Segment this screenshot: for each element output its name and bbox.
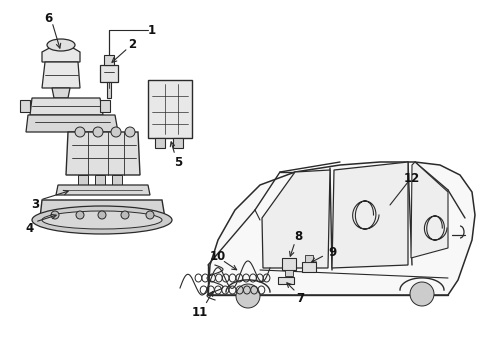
Circle shape [75,127,85,137]
Polygon shape [100,100,110,112]
Polygon shape [20,100,30,112]
Polygon shape [155,138,165,148]
Polygon shape [107,82,111,98]
Text: 1: 1 [148,23,156,36]
Polygon shape [411,162,448,258]
Text: 11: 11 [192,306,208,319]
Polygon shape [148,80,192,138]
Text: 6: 6 [44,12,52,24]
Polygon shape [38,115,45,124]
Circle shape [76,211,84,219]
Text: 12: 12 [404,171,420,184]
Polygon shape [104,55,114,65]
Polygon shape [58,115,65,124]
Circle shape [125,127,135,137]
Circle shape [410,282,434,306]
Circle shape [111,127,121,137]
Polygon shape [305,255,313,262]
Text: 9: 9 [328,246,336,258]
Circle shape [93,127,103,137]
Polygon shape [40,200,165,218]
Polygon shape [42,45,80,62]
Circle shape [121,211,129,219]
Text: 3: 3 [31,198,39,211]
Circle shape [236,284,260,308]
Ellipse shape [47,39,75,51]
Polygon shape [26,115,118,132]
Text: 2: 2 [128,37,136,50]
Circle shape [51,211,59,219]
Polygon shape [75,115,82,124]
Text: 5: 5 [174,156,182,168]
Polygon shape [173,138,183,148]
Circle shape [98,211,106,219]
Polygon shape [302,262,316,272]
Polygon shape [66,132,140,175]
Polygon shape [208,162,475,295]
Polygon shape [78,175,88,185]
Text: 4: 4 [26,221,34,234]
Polygon shape [56,185,150,195]
Text: 10: 10 [210,249,226,262]
Polygon shape [285,270,293,276]
Polygon shape [112,175,122,185]
Polygon shape [42,62,80,88]
Polygon shape [52,88,70,98]
Polygon shape [282,258,296,270]
Ellipse shape [32,206,172,234]
Polygon shape [262,170,330,268]
Circle shape [146,211,154,219]
Polygon shape [278,277,294,284]
Polygon shape [95,175,105,185]
Polygon shape [30,98,103,115]
Polygon shape [100,65,118,82]
Text: 8: 8 [294,230,302,243]
Text: 7: 7 [296,292,304,305]
Ellipse shape [42,211,162,229]
Polygon shape [332,162,408,268]
